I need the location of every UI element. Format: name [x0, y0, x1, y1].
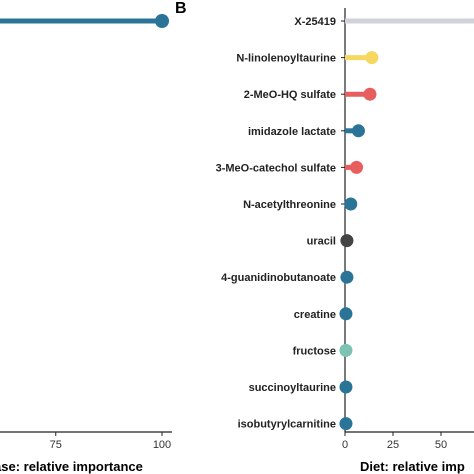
panel-b-category-label-10: succinoyltaurine: [249, 382, 336, 394]
panel-b-lollipop-chart: B X-25419 N-linolenoyltaurine 2-MeO-HQ sulf…: [175, 0, 474, 474]
panel-b-dot-3: [351, 124, 365, 138]
panel-b-category-label-5: N-acetylthreonine: [243, 199, 336, 211]
panel-b-tick-label-2: 50: [435, 439, 447, 451]
panel-a-tick-label-2: 75: [50, 439, 62, 451]
panel-b-tick-label-0: 0: [342, 439, 348, 451]
panel-b-dot-7: [340, 270, 354, 284]
panel-a-x-axis-title: ase: relative importance: [0, 459, 143, 474]
panel-b-dot-6: [340, 234, 354, 248]
panel-b-category-label-3: imidazole lactate: [248, 126, 336, 138]
panel-b-category-label-0: X-25419: [294, 16, 336, 28]
panel-a-lollipop-chart: 255075100ase: relative importance: [0, 14, 172, 474]
panel-b-dot-10: [339, 380, 353, 394]
panel-b-category-label-11: isobutyrylcarnitine: [238, 419, 336, 431]
panel-b-dot-9: [339, 343, 353, 357]
panel-b-dot-4: [350, 160, 364, 174]
panel-b-x-axis-title: Diet: relative imp: [360, 459, 465, 474]
panel-b-category-label-7: 4-guanidinobutanoate: [221, 272, 336, 284]
panel-b-category-label-1: N-linolenoyltaurine: [236, 53, 336, 65]
panel-a-dot-0: [155, 14, 169, 28]
panel-b-category-label-9: fructose: [293, 345, 336, 357]
panel-b-tick-label-1: 25: [387, 439, 399, 451]
panel-b-dot-1: [365, 51, 379, 65]
panel-a-tick-label-3: 100: [153, 439, 171, 451]
panel-b-category-label-4: 3-MeO-catechol sulfate: [216, 162, 336, 174]
panel-b-category-label-8: creatine: [294, 309, 336, 321]
panel-b-dot-2: [363, 87, 377, 101]
panel-b-dot-11: [339, 417, 353, 431]
panel-b-dot-5: [344, 197, 358, 211]
panel-b-letter: B: [175, 0, 187, 17]
panel-b-dot-8: [339, 307, 353, 321]
panel-b-category-label-2: 2-MeO-HQ sulfate: [244, 89, 336, 101]
panel-b-category-label-6: uracil: [307, 236, 336, 248]
